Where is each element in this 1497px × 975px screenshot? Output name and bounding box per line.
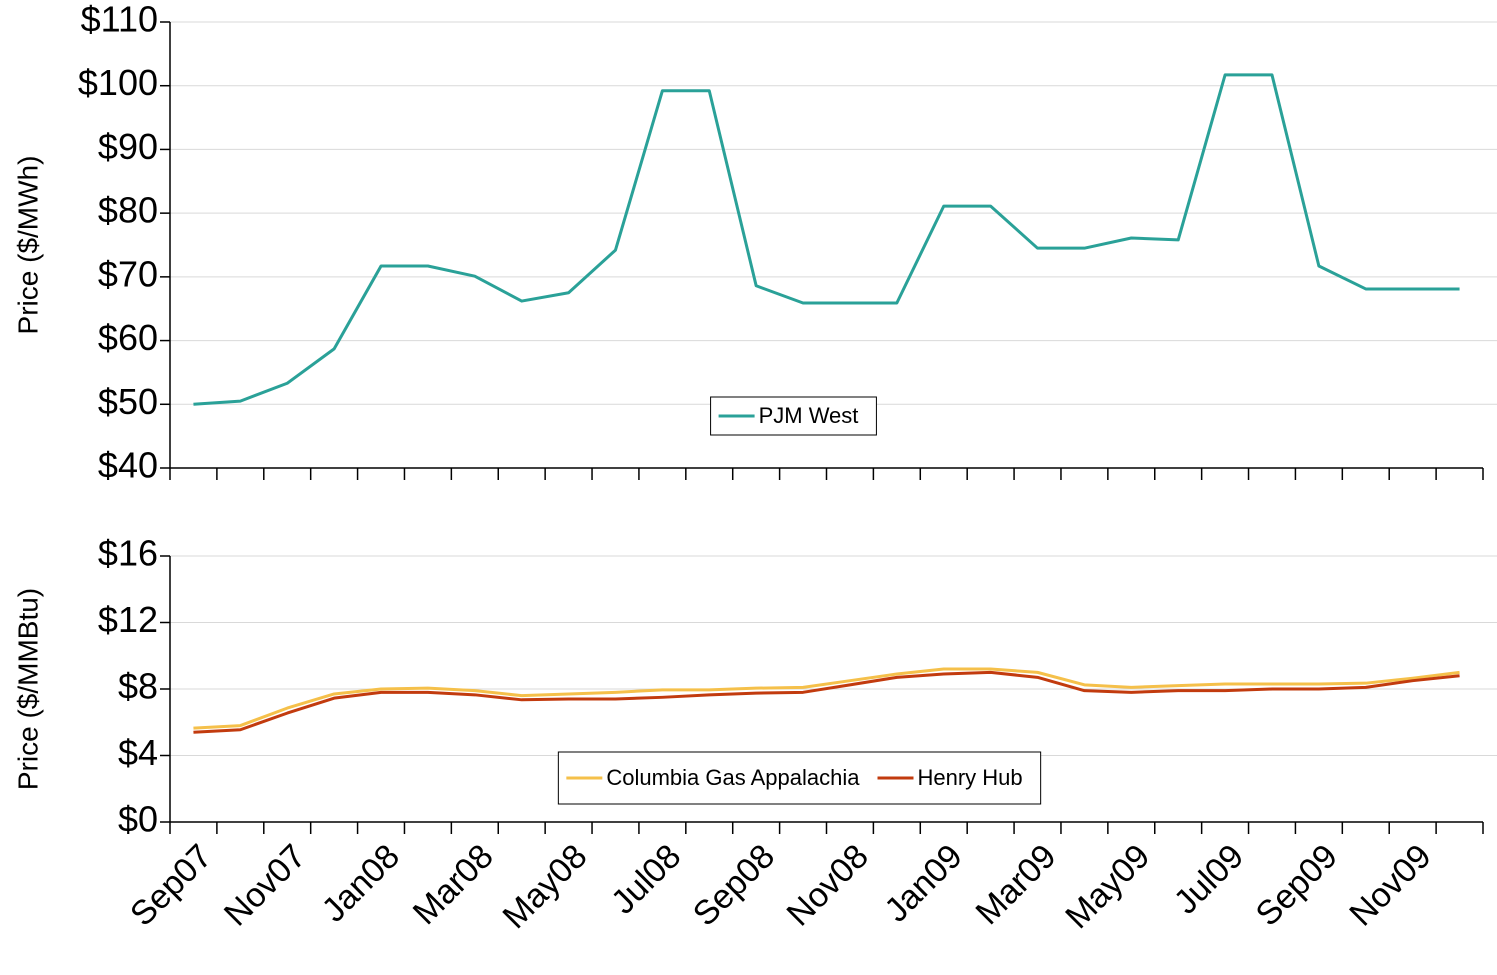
y-tick-label: $110 — [81, 0, 158, 40]
y-tick-label: $50 — [98, 381, 158, 422]
x-tick-label: Nov09 — [1342, 837, 1438, 933]
y-tick-label: $16 — [98, 533, 158, 574]
x-tick-label: Sep09 — [1248, 837, 1344, 933]
x-tick-label: Mar08 — [406, 837, 501, 932]
y-tick-label: $12 — [98, 599, 158, 640]
y-axis-title: Price ($/MWh) — [12, 156, 43, 335]
x-tick-label: Jul08 — [604, 837, 688, 921]
legend: Columbia Gas Appalachia Henry Hub — [557, 751, 1042, 805]
legend-label: Henry Hub — [918, 765, 1023, 790]
series-line — [193, 670, 1460, 734]
y-tick-label: $70 — [98, 253, 158, 294]
y-tick-label: $60 — [98, 317, 158, 358]
legend-box — [557, 751, 1042, 805]
x-tick-label: May09 — [1058, 837, 1157, 936]
legend: PJM West — [710, 396, 877, 436]
series-line — [193, 667, 1460, 730]
x-tick-label: May08 — [496, 837, 595, 936]
x-tick-label: Jul09 — [1167, 837, 1251, 921]
y-tick-label: $0 — [118, 799, 158, 840]
y-tick-label: $100 — [78, 62, 158, 103]
x-tick-label: Nov07 — [217, 837, 313, 933]
x-tick-label: Sep08 — [686, 837, 782, 933]
legend-label: PJM West — [759, 403, 859, 428]
series-line — [193, 73, 1460, 406]
y-tick-label: $4 — [118, 732, 158, 773]
x-tick-label: Jan08 — [315, 837, 407, 929]
y-tick-label: $90 — [98, 126, 158, 167]
x-tick-label: Sep07 — [123, 837, 219, 933]
legend-label: Columbia Gas Appalachia — [606, 765, 860, 790]
y-tick-label: $80 — [98, 190, 158, 231]
x-tick-label: Jan09 — [877, 837, 969, 929]
x-tick-label: Mar09 — [969, 837, 1064, 932]
y-tick-label: $40 — [98, 445, 158, 486]
y-tick-label: $8 — [118, 666, 158, 707]
y-axis-title: Price ($/MMBtu) — [12, 588, 43, 790]
x-tick-label: Nov08 — [780, 837, 876, 933]
